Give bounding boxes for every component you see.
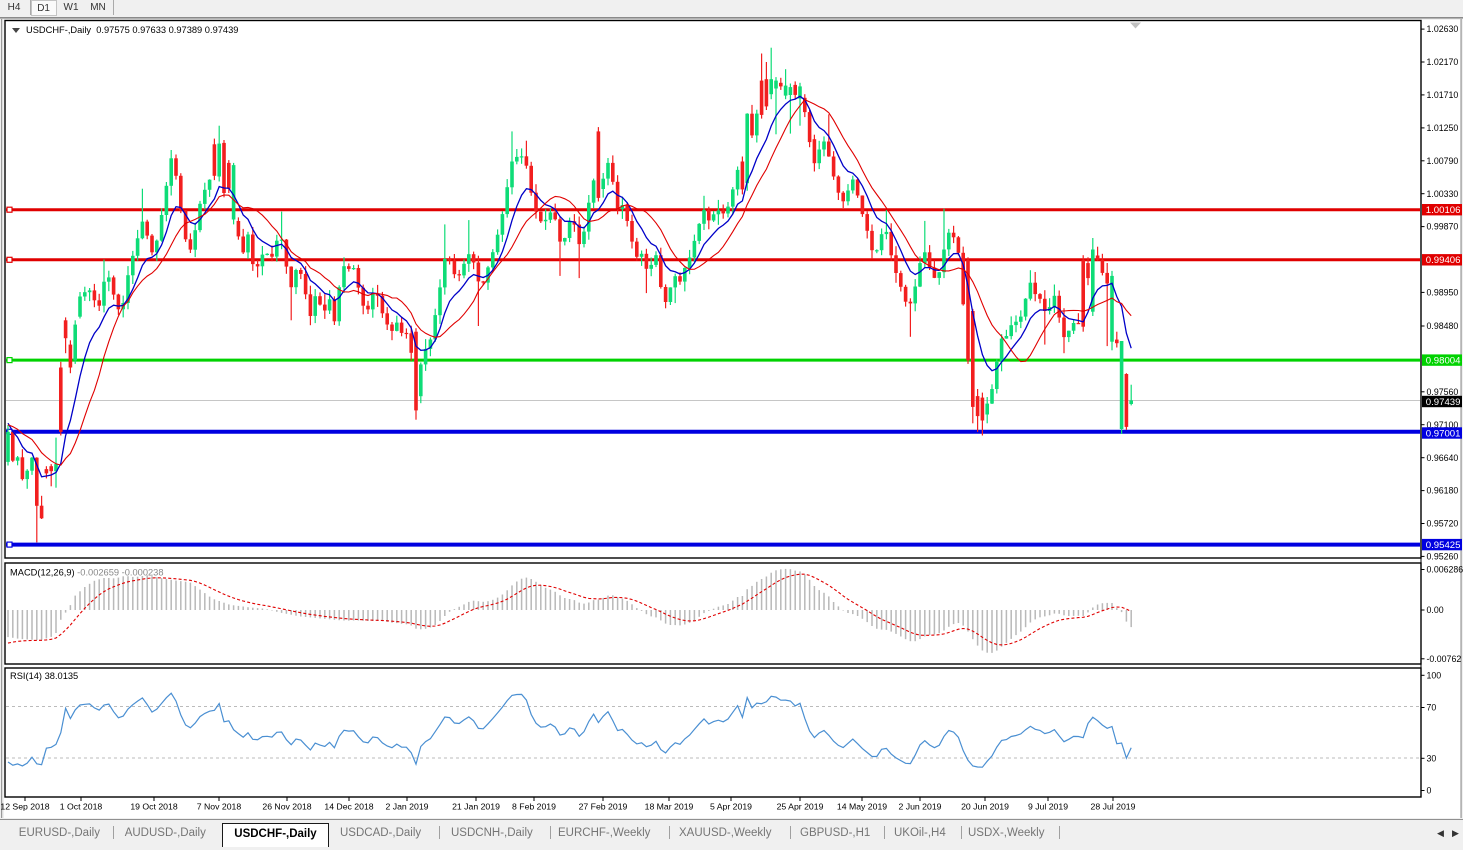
svg-text:21 Jan 2019: 21 Jan 2019 [452, 802, 500, 812]
svg-text:18 Mar 2019: 18 Mar 2019 [645, 802, 694, 812]
svg-text:-0.00762: -0.00762 [1427, 654, 1462, 664]
svg-text:70: 70 [1427, 703, 1437, 713]
svg-text:27 Feb 2019: 27 Feb 2019 [579, 802, 628, 812]
svg-text:0.00: 0.00 [1427, 605, 1444, 615]
svg-text:0.95260: 0.95260 [1427, 552, 1459, 562]
svg-text:0.97560: 0.97560 [1427, 387, 1459, 397]
svg-text:1.02630: 1.02630 [1427, 24, 1459, 34]
svg-text:0.98480: 0.98480 [1427, 321, 1459, 331]
svg-text:0.95720: 0.95720 [1427, 519, 1459, 529]
svg-text:1.01710: 1.01710 [1427, 90, 1459, 100]
svg-text:12 Sep 2018: 12 Sep 2018 [0, 802, 49, 812]
svg-text:7 Nov 2018: 7 Nov 2018 [197, 802, 242, 812]
svg-text:0.99870: 0.99870 [1427, 222, 1459, 232]
svg-text:1.00330: 1.00330 [1427, 189, 1459, 199]
svg-text:19 Oct 2018: 19 Oct 2018 [130, 802, 178, 812]
svg-text:1.01250: 1.01250 [1427, 123, 1459, 133]
svg-text:5 Apr 2019: 5 Apr 2019 [710, 802, 752, 812]
svg-text:9 Jul 2019: 9 Jul 2019 [1028, 802, 1068, 812]
svg-text:26 Nov 2018: 26 Nov 2018 [262, 802, 311, 812]
svg-text:100: 100 [1427, 670, 1442, 680]
svg-text:RSI(14) 38.0135: RSI(14) 38.0135 [10, 671, 78, 681]
svg-text:2 Jun 2019: 2 Jun 2019 [899, 802, 942, 812]
svg-text:1.00106: 1.00106 [1426, 205, 1461, 216]
svg-text:25 Apr 2019: 25 Apr 2019 [777, 802, 824, 812]
svg-text:8 Feb 2019: 8 Feb 2019 [512, 802, 556, 812]
svg-text:28 Jul 2019: 28 Jul 2019 [1091, 802, 1136, 812]
svg-text:14 Dec 2018: 14 Dec 2018 [324, 802, 373, 812]
svg-text:0.98004: 0.98004 [1426, 356, 1461, 367]
svg-text:1.00790: 1.00790 [1427, 156, 1459, 166]
svg-text:20 Jun 2019: 20 Jun 2019 [961, 802, 1009, 812]
svg-text:0.95425: 0.95425 [1426, 540, 1461, 551]
svg-text:14 May 2019: 14 May 2019 [837, 802, 887, 812]
svg-text:USDCHF-,Daily 0.97575 0.97633: USDCHF-,Daily 0.97575 0.97633 0.97389 0.… [26, 25, 238, 35]
svg-text:0.99406: 0.99406 [1426, 255, 1461, 266]
svg-text:0.96640: 0.96640 [1427, 453, 1459, 463]
svg-text:30: 30 [1427, 753, 1437, 763]
svg-text:1.02170: 1.02170 [1427, 57, 1459, 67]
svg-text:MACD(12,26,9) -0.002659 -0.000: MACD(12,26,9) -0.002659 -0.000238 [10, 568, 164, 578]
svg-text:0.97001: 0.97001 [1426, 428, 1461, 439]
svg-text:0.006286: 0.006286 [1427, 565, 1463, 575]
svg-text:0.98950: 0.98950 [1427, 288, 1459, 298]
svg-text:0.97439: 0.97439 [1426, 397, 1461, 408]
svg-text:0: 0 [1427, 786, 1432, 796]
svg-text:0.96180: 0.96180 [1427, 486, 1459, 496]
svg-text:1 Oct 2018: 1 Oct 2018 [60, 802, 103, 812]
svg-text:2 Jan 2019: 2 Jan 2019 [386, 802, 429, 812]
